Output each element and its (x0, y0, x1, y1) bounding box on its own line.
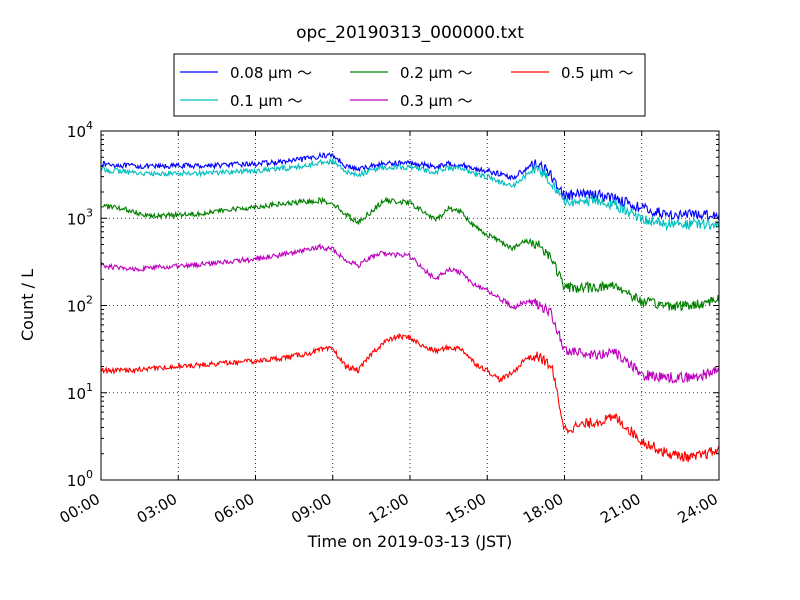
legend-box (173, 53, 646, 117)
legend-label: 0.3 µm ～ (400, 92, 473, 110)
y-tick-label: 103 (67, 206, 93, 228)
x-axis-label: Time on 2019-03-13 (JST) (307, 532, 512, 551)
series-line (100, 333, 720, 463)
series-line (100, 242, 720, 384)
grid (101, 131, 719, 480)
chart-title: opc_20190313_000000.txt (296, 23, 524, 43)
legend: 0.08 µm ～ 0.1 µm ～ 0.2 µm ～ 0.3 µm ～ 0.5 µm … (173, 53, 646, 117)
y-tick-label: 100 (67, 468, 93, 490)
y-tick-label: 101 (67, 381, 93, 403)
y-tick-label: 102 (67, 294, 93, 316)
legend-label: 0.1 µm ～ (230, 92, 303, 110)
axis-ticks (100, 130, 720, 481)
y-tick-label: 104 (67, 119, 93, 141)
legend-label: 0.2 µm ～ (400, 64, 473, 82)
plot-area (100, 130, 720, 481)
legend-label: 0.5 µm ～ (561, 64, 634, 82)
y-tick-labels: 100 101 102 103 104 (67, 119, 93, 490)
series-line (100, 158, 720, 232)
legend-label: 0.08 µm ～ (230, 64, 312, 82)
series-line (100, 151, 720, 221)
y-axis-label: Count / L (18, 269, 37, 341)
series-line (100, 196, 720, 312)
series-lines (100, 151, 720, 463)
